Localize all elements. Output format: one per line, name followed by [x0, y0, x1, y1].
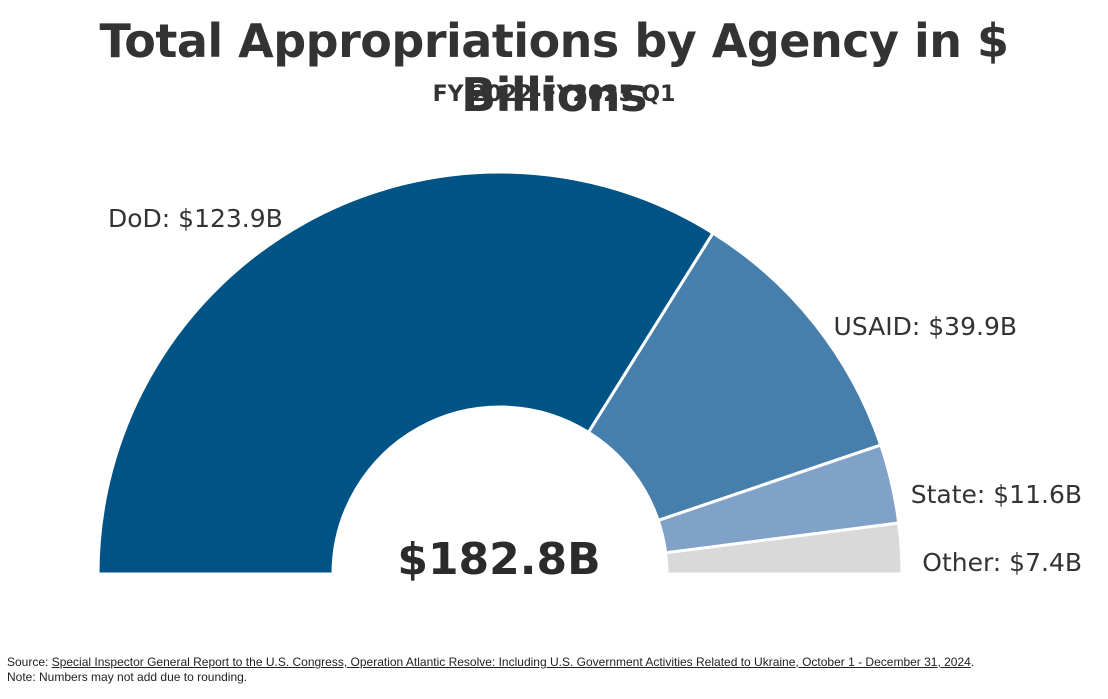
source-line: Source: Special Inspector General Report… — [7, 655, 974, 670]
slice-label-usaid: USAID: $39.9B — [834, 312, 1017, 341]
chart-title: Total Appropriations by Agency in $ Bill… — [99, 14, 1009, 122]
slice-other — [664, 521, 904, 576]
chart-labels: DoD: $123.9B USAID: $39.9B State: $11.6B Ot… — [108, 204, 1082, 577]
chart-slices — [96, 170, 904, 576]
slice-label-other: Other: $7.4B — [922, 548, 1082, 577]
chart-subtitle: FY 2022-FY2025 Q1 — [432, 82, 676, 107]
source-link[interactable]: Special Inspector General Report to the … — [51, 655, 971, 669]
slice-label-state: State: $11.6B — [911, 480, 1082, 509]
source-suffix: . — [970, 655, 975, 669]
chart-footer: Source: Special Inspector General Report… — [7, 655, 974, 685]
slice-label-dod: DoD: $123.9B — [108, 204, 283, 233]
slice-dod — [96, 170, 715, 576]
slice-usaid — [587, 231, 883, 522]
total-value-label: $182.8B — [397, 534, 600, 585]
note-line: Note: Numbers may not add due to roundin… — [7, 670, 248, 684]
source-prefix: Source: — [7, 655, 52, 669]
